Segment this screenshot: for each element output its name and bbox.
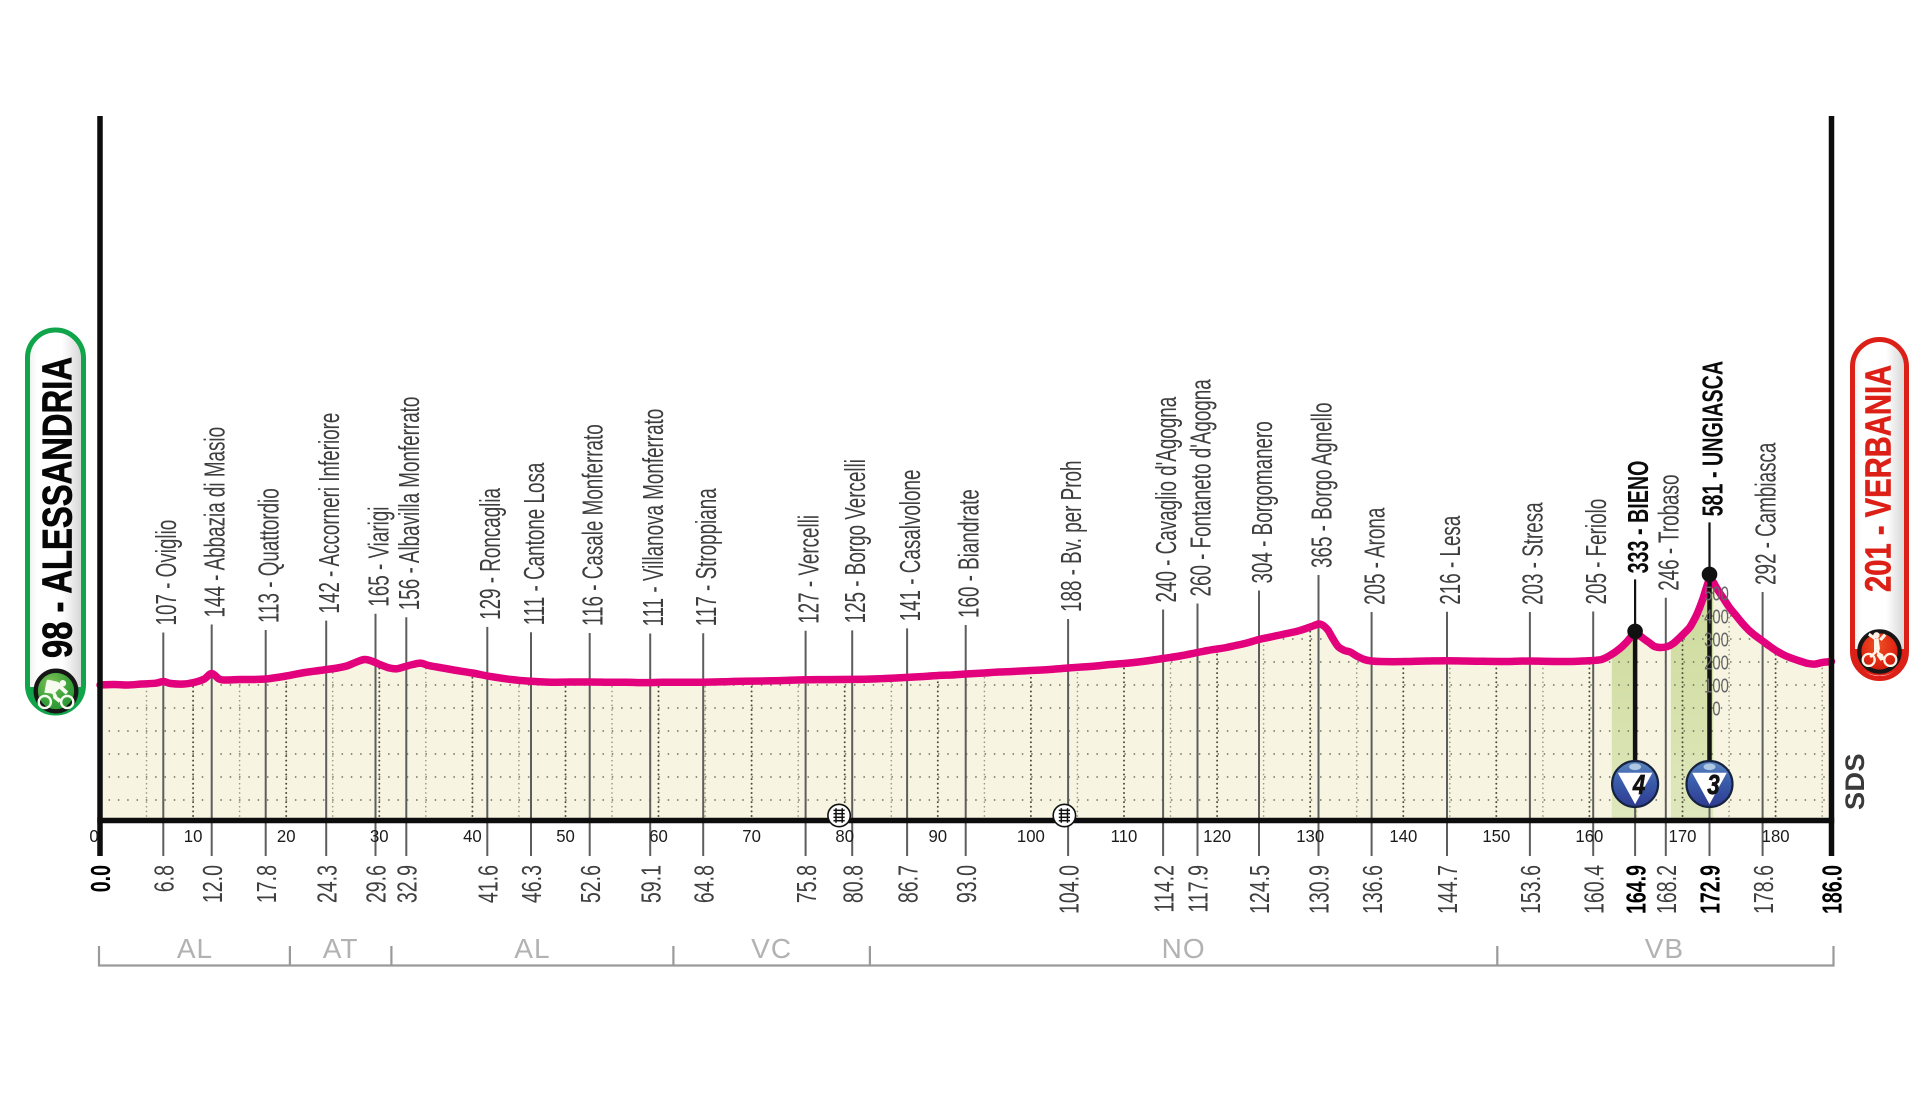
svg-text:168.2: 168.2	[1652, 865, 1683, 914]
svg-text:80: 80	[835, 825, 854, 846]
svg-text:160.4: 160.4	[1579, 865, 1610, 914]
svg-text:246 - Trobaso: 246 - Trobaso	[1654, 475, 1686, 591]
svg-text:240 - Cavaglio d'Agogna: 240 - Cavaglio d'Agogna	[1151, 396, 1183, 602]
svg-text:180: 180	[1762, 825, 1790, 846]
svg-text:292 - Cambiasca: 292 - Cambiasca	[1750, 442, 1782, 585]
svg-text:205 - Feriolo: 205 - Feriolo	[1581, 499, 1613, 605]
svg-text:20: 20	[277, 825, 296, 846]
svg-text:AL: AL	[177, 933, 213, 964]
svg-text:80.8: 80.8	[838, 865, 869, 903]
svg-text:164.9: 164.9	[1621, 865, 1652, 914]
svg-text:3: 3	[1707, 770, 1719, 801]
svg-text:110: 110	[1111, 825, 1138, 846]
svg-text:90: 90	[928, 825, 947, 846]
svg-text:24.3: 24.3	[312, 865, 343, 903]
svg-text:304 - Borgomanero: 304 - Borgomanero	[1247, 421, 1279, 583]
svg-text:136.6: 136.6	[1357, 865, 1388, 914]
svg-text:144 - Abbazia di Masio: 144 - Abbazia di Masio	[200, 427, 232, 618]
svg-text:130: 130	[1296, 825, 1324, 846]
svg-text:188 - Bv. per Proh: 188 - Bv. per Proh	[1056, 461, 1088, 612]
svg-text:59.1: 59.1	[636, 865, 667, 903]
svg-text:153.6: 153.6	[1516, 865, 1547, 914]
svg-text:111 - Villanova Monferrato: 111 - Villanova Monferrato	[638, 409, 670, 627]
svg-text:170: 170	[1669, 825, 1697, 846]
svg-text:127 - Vercelli: 127 - Vercelli	[793, 515, 825, 624]
svg-text:216 - Lesa: 216 - Lesa	[1435, 515, 1467, 604]
svg-text:10: 10	[184, 825, 203, 846]
svg-text:156 - Albavilla Monferrato: 156 - Albavilla Monferrato	[394, 397, 426, 611]
svg-text:VB: VB	[1645, 933, 1684, 964]
svg-text:160: 160	[1575, 825, 1603, 846]
svg-text:52.6: 52.6	[576, 865, 607, 903]
svg-text:160 - Biandrate: 160 - Biandrate	[954, 489, 986, 618]
svg-text:0: 0	[1712, 697, 1720, 720]
svg-text:SDS: SDS	[1840, 753, 1870, 810]
svg-text:581 - UNGIASCA: 581 - UNGIASCA	[1698, 361, 1730, 517]
svg-text:98 - ALESSANDRIA: 98 - ALESSANDRIA	[34, 357, 81, 658]
svg-text:60: 60	[649, 825, 668, 846]
svg-text:172.9: 172.9	[1695, 865, 1726, 914]
svg-text:0: 0	[89, 825, 98, 846]
svg-text:142 - Accorneri Inferiore: 142 - Accorneri Inferiore	[314, 413, 346, 614]
svg-text:6.8: 6.8	[149, 865, 180, 892]
svg-text:186.0: 186.0	[1817, 865, 1848, 914]
svg-text:150: 150	[1482, 825, 1510, 846]
svg-text:117.9: 117.9	[1183, 865, 1214, 913]
svg-text:203 - Stresa: 203 - Stresa	[1518, 502, 1550, 605]
svg-text:205 - Arona: 205 - Arona	[1359, 507, 1391, 605]
svg-text:141 - Casalvolone: 141 - Casalvolone	[895, 470, 927, 622]
svg-text:104.0: 104.0	[1054, 865, 1085, 914]
svg-text:116 - Casale Monferrato: 116 - Casale Monferrato	[578, 424, 610, 626]
svg-text:117 - Stroppiana: 117 - Stroppiana	[691, 488, 723, 626]
svg-text:VC: VC	[751, 933, 792, 964]
svg-text:32.9: 32.9	[392, 865, 423, 903]
svg-text:129 - Roncaglia: 129 - Roncaglia	[475, 488, 507, 620]
svg-text:50: 50	[556, 825, 575, 846]
svg-text:300: 300	[1704, 628, 1729, 651]
svg-text:100: 100	[1017, 825, 1045, 846]
svg-text:144.7: 144.7	[1433, 865, 1464, 914]
svg-text:200: 200	[1704, 651, 1729, 674]
svg-text:201 - VERBANIA: 201 - VERBANIA	[1858, 365, 1899, 592]
svg-text:178.6: 178.6	[1748, 865, 1779, 914]
svg-text:AT: AT	[323, 933, 359, 964]
svg-text:260 - Fontaneto d'Agogna: 260 - Fontaneto d'Agogna	[1185, 379, 1217, 597]
svg-text:0.0: 0.0	[86, 865, 117, 892]
svg-text:125 - Borgo Vercelli: 125 - Borgo Vercelli	[840, 459, 872, 623]
svg-text:113 - Quattordio: 113 - Quattordio	[254, 488, 286, 623]
svg-text:107 - Oviglio: 107 - Oviglio	[151, 520, 183, 626]
svg-text:46.3: 46.3	[517, 865, 548, 903]
svg-text:NO: NO	[1162, 933, 1206, 964]
svg-text:17.8: 17.8	[252, 865, 283, 903]
svg-text:12.0: 12.0	[198, 865, 229, 903]
svg-text:AL: AL	[514, 933, 550, 964]
svg-text:86.7: 86.7	[893, 865, 924, 903]
svg-text:40: 40	[463, 825, 482, 846]
svg-text:30: 30	[370, 825, 389, 846]
svg-text:64.8: 64.8	[689, 865, 720, 903]
svg-text:93.0: 93.0	[952, 865, 983, 903]
svg-text:4: 4	[1632, 770, 1645, 801]
svg-text:114.2: 114.2	[1149, 865, 1180, 913]
svg-text:140: 140	[1389, 825, 1417, 846]
svg-text:400: 400	[1704, 605, 1729, 628]
svg-text:124.5: 124.5	[1245, 865, 1276, 914]
svg-text:365 - Borgo Agnello: 365 - Borgo Agnello	[1306, 403, 1338, 568]
svg-text:130.9: 130.9	[1304, 865, 1335, 914]
svg-text:70: 70	[742, 825, 761, 846]
svg-text:41.6: 41.6	[473, 865, 504, 903]
svg-text:120: 120	[1203, 825, 1231, 846]
svg-text:500: 500	[1704, 582, 1729, 605]
svg-text:111 - Cantone Losa: 111 - Cantone Losa	[519, 462, 551, 625]
svg-text:29.6: 29.6	[361, 865, 392, 903]
svg-text:75.8: 75.8	[791, 865, 822, 903]
svg-text:165 - Viarigi: 165 - Viarigi	[363, 507, 395, 607]
svg-text:100: 100	[1704, 674, 1729, 697]
svg-text:333 - BIENO: 333 - BIENO	[1623, 461, 1655, 574]
